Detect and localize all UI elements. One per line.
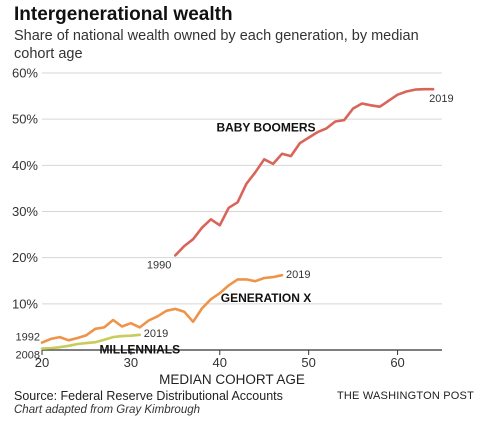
series-line-baby-boomers [174, 87, 435, 257]
y-tick-label: 60% [12, 66, 38, 81]
x-tick-label: 60 [390, 355, 404, 370]
publisher-brand: THE WASHINGTON POST [336, 390, 474, 402]
chart-title: Intergenerational wealth [14, 4, 233, 25]
series-label-baby-boomers: BABY BOOMERS [216, 121, 315, 135]
series-start-label-generation-x: 1992 [16, 332, 40, 344]
x-tick-label: 50 [301, 355, 315, 370]
series-end-label-millennials: 2019 [144, 328, 168, 340]
y-tick-label: 30% [12, 204, 38, 219]
y-tick-label: 40% [12, 158, 38, 173]
x-axis-title: MEDIAN COHORT AGE [159, 372, 305, 387]
y-tick-label: 20% [12, 250, 38, 265]
series-start-label-baby-boomers: 1990 [147, 259, 171, 271]
x-tick-label: 30 [124, 355, 138, 370]
series-line-generation-x [40, 273, 284, 344]
credit-note: Chart adapted from Gray Kimbrough [14, 404, 201, 416]
series-end-label-baby-boomers: 2019 [429, 93, 453, 105]
series-line-millennials [40, 333, 142, 350]
x-tick-label: 20 [35, 355, 49, 370]
x-tick-label: 40 [213, 355, 227, 370]
series-label-millennials: MILLENNIALS [99, 343, 180, 357]
series-end-label-generation-x: 2019 [286, 269, 310, 281]
series-start-label-millennials: 2008 [16, 350, 40, 362]
source-note: Source: Federal Reserve Distributional A… [14, 389, 283, 403]
series-label-generation-x: GENERATION X [221, 291, 311, 305]
y-tick-label: 10% [12, 296, 38, 311]
y-tick-label: 50% [12, 112, 38, 127]
chart-subtitle: Share of national wealth owned by each g… [14, 28, 419, 62]
